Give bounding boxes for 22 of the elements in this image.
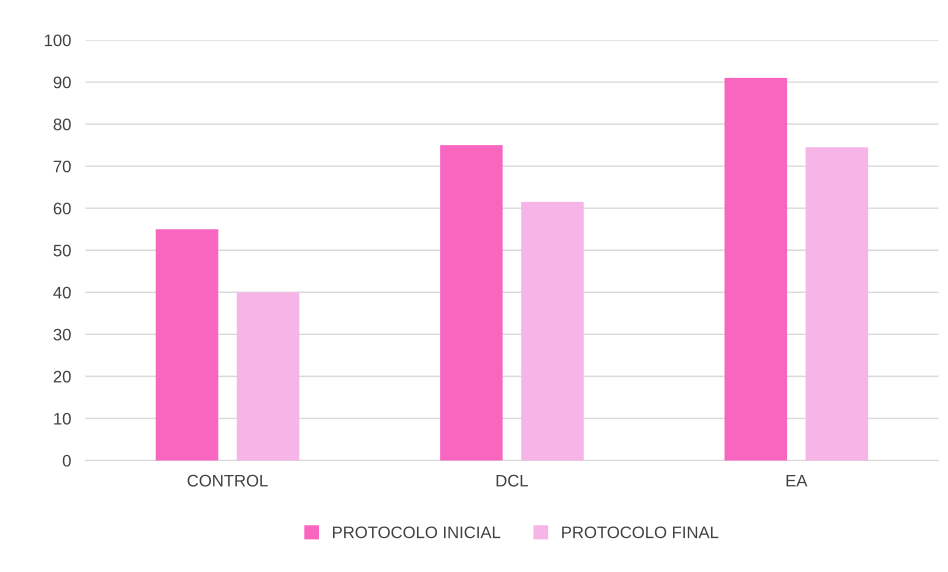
y-tick-label: 80 — [54, 118, 71, 130]
x-tick-label: CONTROL — [188, 474, 268, 487]
legend-label: PROTOCOLO INICIAL — [333, 526, 500, 538]
bar — [236, 292, 300, 460]
x-tick-label: EA — [786, 474, 808, 486]
y-tick-label: 50 — [54, 244, 71, 256]
bar — [156, 229, 218, 460]
y-tick-label: 60 — [54, 202, 71, 214]
y-tick-label: 100 — [44, 34, 71, 46]
legend-label: PROTOCOLO FINAL — [562, 526, 718, 538]
y-tick-label: 90 — [54, 76, 71, 88]
bar — [806, 147, 868, 460]
bar — [521, 202, 584, 460]
y-tick-label: 20 — [54, 370, 71, 383]
x-tick-label: DCL — [496, 474, 528, 487]
bar — [724, 78, 788, 460]
y-tick-label: 0 — [62, 454, 71, 467]
y-tick-label: 30 — [54, 328, 71, 341]
bar — [440, 145, 503, 460]
y-tick-label: 10 — [54, 412, 71, 425]
y-tick-label: 70 — [54, 160, 71, 172]
y-tick-label: 40 — [53, 286, 71, 298]
